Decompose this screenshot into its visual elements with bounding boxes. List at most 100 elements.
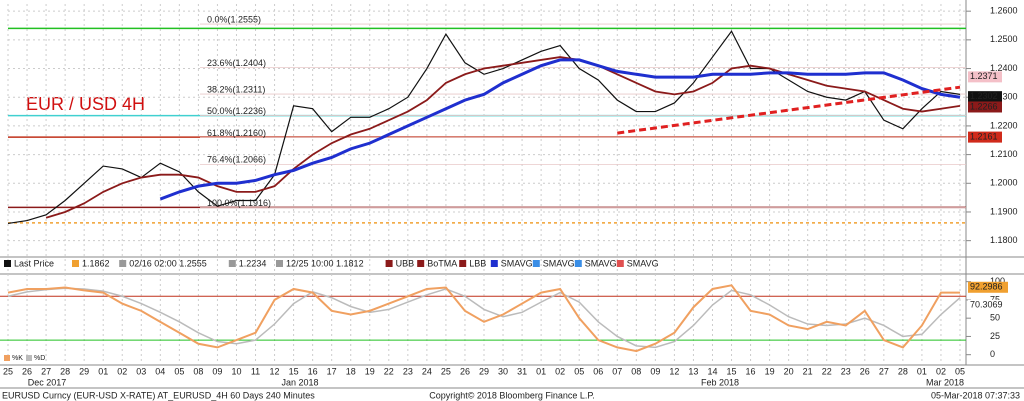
y-tick-label: 50 — [990, 313, 1000, 323]
series-line — [45, 56, 961, 219]
y-tick-label: 1.2200 — [990, 120, 1018, 130]
month-label: Dec 2017 — [28, 377, 67, 387]
x-tick-label: 16 — [308, 366, 318, 376]
y-tick-label: 1.2300 — [990, 92, 1018, 102]
series-line — [159, 58, 961, 201]
x-tick-label: 19 — [765, 366, 775, 376]
x-tick-label: 31 — [517, 366, 527, 376]
oscillator-line — [7, 284, 960, 353]
legend-label: 1.1862 — [82, 258, 110, 268]
price-tag — [968, 281, 1008, 293]
price-tag — [968, 131, 1002, 143]
y-tick-label: 1.2100 — [990, 149, 1018, 159]
x-tick-label: 29 — [479, 366, 489, 376]
x-tick-label: 07 — [612, 366, 622, 376]
legend-label: SMAVG — [585, 258, 617, 268]
month-label: Mar 2018 — [926, 377, 964, 387]
x-tick-label: 02 — [555, 366, 565, 376]
legend-label: %K — [12, 355, 23, 362]
x-tick-label: 27 — [41, 366, 51, 376]
fib-label: 100.0%(1.1916) — [207, 198, 271, 208]
legend-swatch — [616, 260, 624, 267]
legend-label: BoTMA — [427, 258, 457, 268]
legend-label: UBB — [396, 258, 415, 268]
x-tick-label: 15 — [289, 366, 299, 376]
month-label: Feb 2018 — [701, 377, 739, 387]
y-tick-label: 1.1800 — [990, 235, 1018, 245]
footer-left: EURUSD Curncy (EUR-USD X-RATE) AT_EURUSD… — [2, 390, 315, 400]
legend-swatch — [276, 260, 283, 267]
price-tag — [968, 299, 1008, 311]
x-tick-label: 28 — [60, 366, 70, 376]
month-label: Jan 2018 — [281, 377, 318, 387]
footer-right: 05-Mar-2018 07:37:33 — [931, 390, 1020, 400]
legend-swatch — [574, 260, 582, 267]
price-tag — [968, 71, 1002, 83]
x-tick-label: 01 — [917, 366, 927, 376]
y-tick-label: 25 — [990, 331, 1000, 341]
legend-label: SMAVG — [627, 258, 659, 268]
x-tick-label: 11 — [251, 366, 260, 376]
x-tick-label: 28 — [898, 366, 908, 376]
x-tick-label: 13 — [688, 366, 698, 376]
price-tag — [968, 101, 1002, 113]
x-tick-label: 29 — [79, 366, 89, 376]
x-tick-label: 12 — [669, 366, 679, 376]
x-tick-label: 18 — [346, 366, 356, 376]
y-tick-label: 1.2500 — [990, 34, 1018, 44]
x-tick-label: 27 — [879, 366, 889, 376]
legend-swatch — [4, 260, 11, 267]
x-tick-label: 24 — [422, 366, 432, 376]
x-tick-label: 19 — [365, 366, 375, 376]
x-tick-label: 08 — [193, 366, 203, 376]
x-tick-label: 23 — [841, 366, 851, 376]
x-tick-label: 26 — [860, 366, 870, 376]
oscillator-line — [7, 287, 961, 349]
x-tick-label: 10 — [231, 366, 241, 376]
price-tag-label: 70.3069 — [970, 300, 1003, 310]
legend-swatch — [385, 260, 393, 267]
x-tick-label: 22 — [384, 366, 394, 376]
x-tick-label: 25 — [3, 366, 13, 376]
x-tick-label: 05 — [955, 366, 965, 376]
x-tick-label: 08 — [631, 366, 641, 376]
y-tick-label: 0 — [990, 349, 995, 359]
price-tag-label: 1.2266 — [970, 101, 998, 111]
x-tick-label: 25 — [441, 366, 451, 376]
x-tick-label: 22 — [822, 366, 832, 376]
footer-center: Copyright© 2018 Bloomberg Finance L.P. — [429, 390, 595, 400]
y-tick-label: 75 — [990, 294, 1000, 304]
trendline — [617, 85, 961, 135]
legend-swatch — [532, 260, 540, 267]
legend-label: LBB — [469, 258, 486, 268]
x-tick-label: 21 — [803, 366, 813, 376]
x-tick-label: 09 — [650, 366, 660, 376]
fib-label: 23.6%(1.2404) — [207, 58, 266, 68]
x-tick-label: 06 — [593, 366, 603, 376]
x-tick-label: 02 — [117, 366, 127, 376]
legend-swatch — [490, 260, 498, 267]
legend-label: 12/25 10:00 1.1812 — [286, 258, 364, 268]
x-tick-label: 26 — [460, 366, 470, 376]
price-tag-label: 1.2302 — [970, 91, 998, 101]
x-tick-label: 16 — [746, 366, 756, 376]
x-tick-label: 15 — [727, 366, 737, 376]
y-tick-label: 1.2400 — [990, 63, 1018, 73]
legend-swatch — [228, 260, 236, 267]
legend-swatch — [417, 260, 425, 267]
y-tick-label: 1.1900 — [990, 206, 1018, 216]
price-tag-label: 92.2986 — [970, 282, 1003, 292]
x-tick-label: 23 — [403, 366, 413, 376]
series-line — [7, 30, 961, 225]
x-tick-label: 17 — [327, 366, 337, 376]
legend-label: 1.2234 — [239, 258, 267, 268]
x-tick-label: 04 — [155, 366, 165, 376]
x-tick-label: 05 — [174, 366, 184, 376]
legend-label: SMAVG — [501, 258, 533, 268]
legend-swatch — [459, 260, 467, 267]
legend-label: SMAVG — [543, 258, 575, 268]
x-tick-label: 02 — [936, 366, 946, 376]
x-tick-label: 20 — [784, 366, 794, 376]
